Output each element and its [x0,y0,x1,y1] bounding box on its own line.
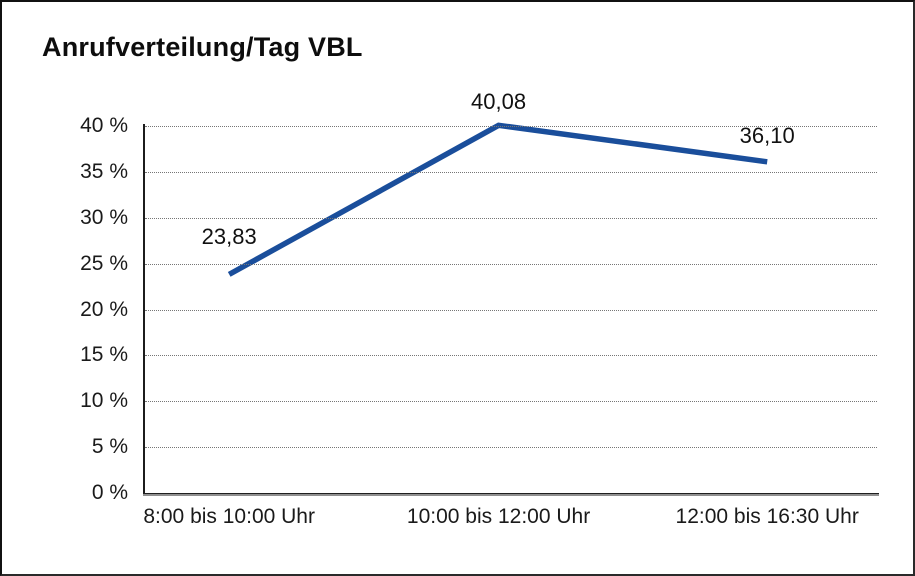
gridline-35 [145,171,877,173]
x-tick-label-0: 8:00 bis 10:00 Uhr [143,505,315,528]
chart-title: Anrufverteilung/Tag VBL [42,32,363,62]
gridline-5 [145,447,877,449]
line-series [227,122,768,277]
y-tick-label-5: 5 % [91,435,128,459]
gridline-10 [145,401,877,403]
y-tick-label-40: 40 % [80,114,128,137]
point-label-0: 23,83 [201,224,257,250]
y-tick-label-35: 35 % [80,159,128,183]
x-tick-label-1: 10:00 bis 12:00 Uhr [406,505,591,528]
gridline-20 [145,309,877,311]
point-label-1: 40,08 [471,89,527,115]
y-tick-label-30: 30 % [80,205,128,229]
x-tick-label-2: 12:00 bis 16:30 Uhr [675,505,859,528]
gridline-15 [145,355,877,357]
gridline-40 [145,126,877,127]
y-tick-label-15: 15 % [80,343,128,367]
y-tick-label-10: 10 % [80,389,128,413]
y-axis-line [143,124,145,493]
plot-area [143,122,879,496]
y-tick-label-0: 0 % [91,481,128,504]
y-tick-label-20: 20 % [80,297,128,321]
point-label-2: 36,10 [739,122,795,148]
y-tick-label-25: 25 % [80,251,128,275]
gridline-25 [145,263,877,265]
series-line [227,122,768,277]
x-axis-line [143,493,879,496]
gridline-30 [145,217,877,219]
